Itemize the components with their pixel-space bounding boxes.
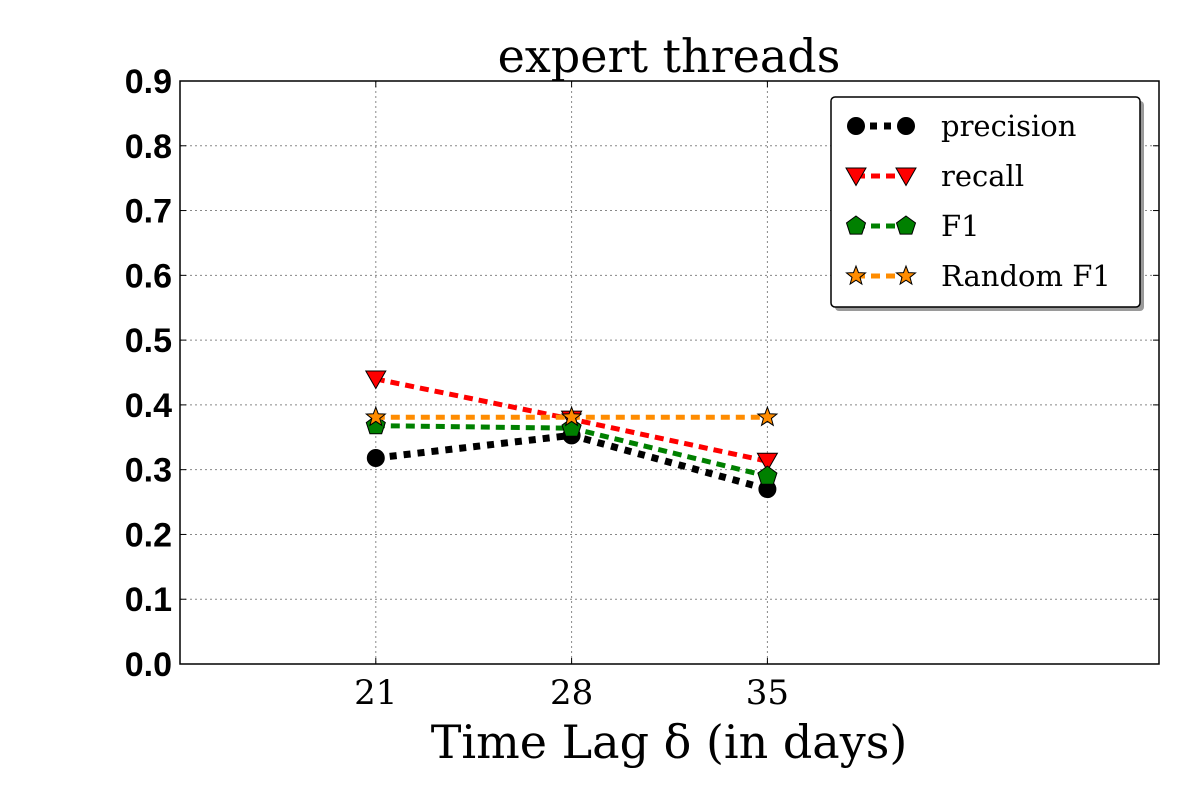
legend-marker xyxy=(845,215,867,235)
legend-item: recall xyxy=(845,159,1024,193)
series-random-f1 xyxy=(364,405,779,427)
y-tick-label: 0.8 xyxy=(125,128,172,166)
legend-box xyxy=(830,96,1141,308)
x-tick-label: 21 xyxy=(354,673,397,713)
legend-label: Random F1 xyxy=(941,259,1111,293)
series xyxy=(364,370,779,499)
x-tick-label: 28 xyxy=(550,673,593,713)
legend-item: precision xyxy=(847,109,1076,143)
legend-marker xyxy=(897,117,915,135)
data-point xyxy=(756,405,779,427)
data-point xyxy=(364,405,387,427)
legend-marker xyxy=(847,117,865,135)
plot-area xyxy=(179,80,1160,665)
legend-marker xyxy=(845,167,867,187)
data-point xyxy=(757,465,778,485)
y-tick-label: 0.2 xyxy=(125,516,172,554)
x-tick-label: 35 xyxy=(746,673,789,713)
y-tick-label: 0.3 xyxy=(125,452,172,490)
legend-item: F1 xyxy=(845,209,980,243)
y-tick-label: 0.0 xyxy=(125,646,172,684)
data-point xyxy=(560,405,583,427)
y-tick-label: 0.6 xyxy=(125,257,172,295)
y-tick-label: 0.5 xyxy=(125,322,172,360)
legend: precision recall F1 Random F1 xyxy=(830,96,1144,311)
data-point xyxy=(364,370,387,390)
y-tick-label: 0.1 xyxy=(125,581,172,619)
legend-marker xyxy=(895,167,917,187)
y-tick-label: 0.4 xyxy=(125,387,172,425)
legend-label: precision xyxy=(941,109,1076,143)
legend-label: recall xyxy=(941,159,1024,193)
data-point xyxy=(756,452,779,472)
legend-marker xyxy=(895,264,917,286)
y-tick-label: 0.7 xyxy=(125,193,172,231)
x-axis-ticks: 21 28 35 xyxy=(354,81,789,713)
x-axis-label: Time Lag δ (in days) xyxy=(431,715,908,769)
y-tick-label: 0.9 xyxy=(125,63,172,101)
legend-label: F1 xyxy=(941,209,980,243)
legend-marker xyxy=(895,215,917,235)
legend-marker xyxy=(845,264,867,286)
legend-item: Random F1 xyxy=(845,259,1111,293)
y-axis-ticks: 0.0 0.1 0.2 0.3 0.4 0.5 0.6 0.7 0.8 0.9 xyxy=(125,63,1159,684)
chart-title: expert threads xyxy=(498,29,841,83)
data-point xyxy=(366,449,385,468)
